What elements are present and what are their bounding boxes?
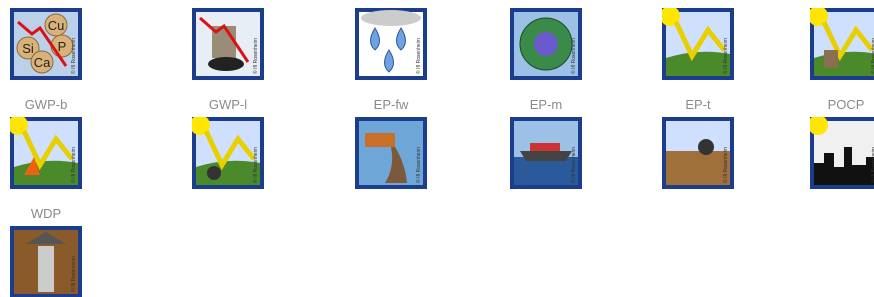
icon-image: © IfI Rosenheim xyxy=(192,117,264,189)
icon-image: © IfI Rosenheim xyxy=(510,117,582,189)
icon: © IfI Rosenheim xyxy=(810,117,874,194)
icon-art xyxy=(10,117,78,185)
icon: © IfI Rosenheim xyxy=(510,8,582,85)
barrel xyxy=(824,50,838,68)
cloud xyxy=(361,10,421,26)
icon-art xyxy=(14,230,78,294)
icon-credit: © IfI Rosenheim xyxy=(870,38,874,74)
shaft xyxy=(38,246,54,292)
icon: © IfI Rosenheim xyxy=(662,8,734,85)
icon-label: GWP-b xyxy=(0,97,96,112)
icon-label: EP-t xyxy=(648,97,748,112)
icon-art xyxy=(192,117,260,185)
hole xyxy=(534,32,558,56)
icon-image: © IfI Rosenheim xyxy=(662,8,734,80)
coal xyxy=(208,57,244,71)
icon: © IfI Rosenheim xyxy=(810,8,874,85)
icon-credit: © IfI Rosenheim xyxy=(570,147,577,183)
tractor xyxy=(698,139,714,155)
icon-credit: © IfI Rosenheim xyxy=(252,147,259,183)
icon-image: © IfI Rosenheim xyxy=(355,8,427,80)
icon: © IfI Rosenheim xyxy=(192,117,264,194)
icon-credit: © IfI Rosenheim xyxy=(722,38,729,74)
icon-art xyxy=(666,121,730,185)
icon-credit: © IfI Rosenheim xyxy=(252,38,259,74)
icon-credit: © IfI Rosenheim xyxy=(570,38,577,74)
icon-art xyxy=(359,10,423,76)
icon-art xyxy=(810,8,874,76)
element-symbol: Cu xyxy=(48,18,65,33)
tractor xyxy=(207,166,221,180)
element-symbol: P xyxy=(58,39,67,54)
icon-label: POCP xyxy=(796,97,874,112)
icon-art xyxy=(514,12,578,76)
icon-credit: © IfI Rosenheim xyxy=(415,147,422,183)
icon-image: © IfI Rosenheim xyxy=(810,117,874,189)
icon: © IfI Rosenheim xyxy=(355,117,427,194)
pipe xyxy=(365,133,395,147)
icon: © IfI Rosenheim xyxy=(510,117,582,194)
icon-credit: © IfI Rosenheim xyxy=(722,147,729,183)
ground xyxy=(196,161,260,185)
icon: © IfI Rosenheim xyxy=(662,117,734,194)
icon-image: © IfI Rosenheim xyxy=(355,117,427,189)
icon-art xyxy=(514,121,578,185)
icon-image: © IfI Rosenheim xyxy=(10,117,82,189)
icon: © IfI Rosenheim xyxy=(192,8,264,85)
icon: © IfI Rosenheim xyxy=(355,8,427,85)
icon-label: WDP xyxy=(0,206,96,221)
icon: © IfI Rosenheim xyxy=(10,117,82,194)
icon-image: © IfI Rosenheim xyxy=(810,8,874,80)
icon-image: © IfI Rosenheim xyxy=(510,8,582,80)
icon-credit: © IfI Rosenheim xyxy=(70,147,77,183)
ship xyxy=(520,151,572,161)
soil xyxy=(666,151,730,185)
element-symbol: Ca xyxy=(34,55,51,70)
ground xyxy=(666,52,730,76)
sea xyxy=(514,157,578,185)
icon-art xyxy=(810,117,874,185)
icon-label: EP-fw xyxy=(341,97,441,112)
icon-label: EP-m xyxy=(496,97,596,112)
icon-credit: © IfI Rosenheim xyxy=(415,38,422,74)
icon-image: © IfI Rosenheim xyxy=(10,226,82,297)
icon-image: © IfI Rosenheim xyxy=(192,8,264,80)
icon-label: GWP-l xyxy=(178,97,278,112)
element-symbol: Si xyxy=(22,41,34,56)
icon-credit: © IfI Rosenheim xyxy=(70,38,77,74)
sky xyxy=(666,121,730,151)
ground xyxy=(14,161,78,185)
icon-art xyxy=(196,12,260,76)
icon-art xyxy=(662,8,730,76)
icon-art xyxy=(359,121,423,185)
icon-credit: © IfI Rosenheim xyxy=(70,256,77,292)
icon-image: © IfI Rosenheim xyxy=(662,117,734,189)
containers xyxy=(530,143,560,151)
icon-credit: © IfI Rosenheim xyxy=(870,147,874,183)
icon: © IfI Rosenheim xyxy=(10,226,82,297)
icon-grid: Cu P SiCa © IfI Rosenheim © IfI Rosenheim © I… xyxy=(0,0,874,297)
